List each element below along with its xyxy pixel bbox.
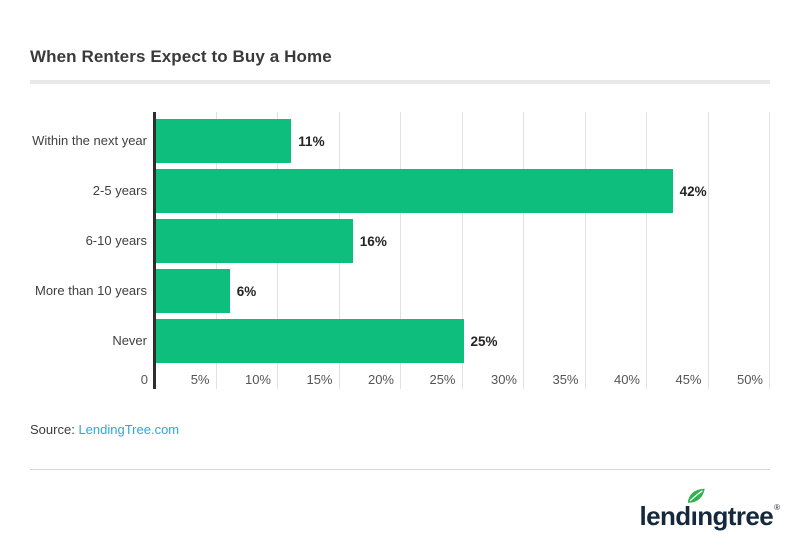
bar	[156, 119, 292, 163]
x-tick-label: 50%	[736, 372, 763, 387]
logo-text-post: ngtree	[697, 501, 774, 531]
x-tick-label: 40%	[613, 372, 640, 387]
x-tick-label: 25%	[429, 372, 456, 387]
bar-chart: 0 5% 10% 15% 20% 25% 30% 35% 40% 45% 50% Within the…	[30, 112, 770, 390]
category-label: More than 10 years	[34, 282, 147, 298]
gridline	[584, 112, 586, 389]
gridline	[707, 112, 709, 389]
category-label: Within the next year	[32, 132, 147, 148]
value-label: 16%	[359, 233, 387, 249]
x-tick-label: 20%	[367, 372, 394, 387]
value-label: 42%	[679, 183, 707, 199]
bar	[156, 269, 230, 313]
title-divider	[30, 80, 770, 84]
value-label: 11%	[298, 133, 325, 149]
category-label: 6-10 years	[85, 232, 147, 248]
y-axis-line	[153, 112, 156, 389]
leaf-icon	[687, 488, 705, 503]
registered-trademark: ®	[774, 503, 780, 512]
x-tick-label: 30%	[490, 372, 517, 387]
gridline	[646, 112, 647, 389]
x-tick-label: 35%	[552, 372, 579, 387]
logo-letter-i: ı	[687, 488, 705, 529]
source-prefix: Source:	[30, 422, 75, 437]
x-tick-label: 45%	[675, 372, 702, 387]
value-label: 25%	[470, 333, 498, 349]
bar	[156, 219, 353, 263]
source-link[interactable]: LendingTree.com	[78, 422, 180, 437]
value-label: 6%	[236, 283, 257, 299]
category-label: Never	[112, 332, 147, 348]
x-tick-label: 0	[140, 372, 148, 387]
bar	[156, 319, 464, 363]
logo-text-pre: lend	[639, 501, 692, 531]
bar	[156, 169, 673, 213]
x-tick-label: 15%	[306, 372, 333, 387]
x-tick-label: 10%	[244, 372, 271, 387]
lendingtree-logo: lend ı ngtree ®	[639, 488, 780, 531]
chart-title: When Renters Expect to Buy a Home	[30, 47, 332, 66]
gridline	[769, 112, 770, 389]
gridline	[461, 112, 463, 389]
source-line: Source: LendingTree.com	[30, 422, 179, 437]
x-tick-label: 5%	[190, 372, 210, 387]
footer-divider	[30, 469, 770, 470]
gridline	[523, 112, 524, 389]
gridline	[400, 112, 401, 389]
category-label: 2-5 years	[92, 182, 147, 198]
